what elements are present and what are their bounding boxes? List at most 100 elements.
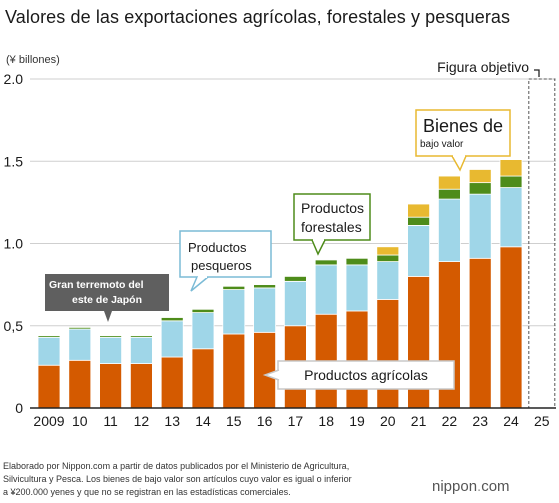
bar-segment-fishery <box>160 320 184 358</box>
source-note-line-3: a ¥200.000 yenes y que no se registran e… <box>3 487 291 497</box>
bar-segment-fishery <box>253 287 277 333</box>
y-tick-label: 1.5 <box>4 153 24 169</box>
bar-segment-forestry <box>345 257 369 266</box>
y-tick-label: 2.0 <box>4 71 24 87</box>
bar-segment-low-value <box>499 159 523 177</box>
x-tick-label: 20 <box>380 413 396 429</box>
earthquake-label-line-2: este de Japón <box>72 294 142 306</box>
low-value-label-line-2: bajo valor <box>420 139 464 150</box>
y-axis-unit-label: (¥ billones) <box>6 54 60 66</box>
brand-tld: com <box>481 478 510 495</box>
x-tick-label: 14 <box>195 413 211 429</box>
x-tick-label: 10 <box>72 413 88 429</box>
bar-segment-fishery <box>283 280 307 327</box>
bar-segment-low-value <box>407 203 431 218</box>
y-tick-label: 0 <box>15 400 23 416</box>
bar-segment-agricultural <box>99 363 122 409</box>
fishery-callout-pointer <box>190 276 209 292</box>
x-tick-label: 16 <box>257 413 273 429</box>
bar-segment-forestry <box>314 259 338 266</box>
bar-segment-forestry <box>68 326 92 330</box>
bar-segment-fishery <box>222 289 246 335</box>
bar-segment-forestry <box>468 182 492 195</box>
source-note-line-1: Elaborado por Nippon.com a partir de dat… <box>3 461 350 471</box>
nippon-com-logo[interactable]: nippon.com <box>432 478 510 495</box>
bar-segment-fishery <box>345 264 369 312</box>
x-tick-label: 19 <box>349 413 365 429</box>
bar-segment-forestry <box>37 335 61 338</box>
x-tick-label: 18 <box>318 413 334 429</box>
bar-segment-forestry <box>129 335 153 338</box>
bar-segment-forestry <box>376 254 400 262</box>
y-tick-label: 0,5 <box>4 318 24 334</box>
bar-segment-forestry <box>407 216 431 226</box>
x-tick-label: 22 <box>442 413 458 429</box>
bar-segment-forestry <box>222 285 246 290</box>
bar-segment-fishery <box>37 336 61 366</box>
bar-segment-agricultural <box>253 331 277 409</box>
bar-segment-forestry <box>191 308 215 313</box>
bar-segment-fishery <box>191 312 215 350</box>
bar-segment-forestry <box>253 284 277 289</box>
bar-segment-forestry <box>283 275 307 282</box>
fishery-label-line-2: pesqueros <box>191 258 252 273</box>
bar-segment-agricultural <box>160 356 184 409</box>
bar-segment-agricultural <box>345 310 369 409</box>
x-tick-label: 23 <box>472 413 488 429</box>
bar-segment-agricultural <box>191 348 215 409</box>
brand-name: nippon <box>432 478 478 495</box>
bar-segment-fishery <box>68 328 92 361</box>
x-tick-label: 2009 <box>33 413 64 429</box>
bar-segment-low-value <box>468 169 492 184</box>
bar-segment-fishery <box>99 336 122 364</box>
target-label: Figura objetivo <box>437 59 529 75</box>
bar-segment-agricultural <box>129 363 153 409</box>
bar-segment-fishery <box>314 264 338 315</box>
x-tick-label: 12 <box>134 413 150 429</box>
earthquake-label-line-1: Gran terremoto del <box>49 279 144 291</box>
forestry-callout-box <box>293 193 371 241</box>
x-tick-label: 13 <box>164 413 180 429</box>
bar-segment-forestry <box>99 335 122 338</box>
agricultural-callout-pointer <box>262 369 280 381</box>
bar-segment-forestry <box>160 317 184 322</box>
bar-segment-fishery <box>437 198 461 262</box>
bar-segment-fishery <box>468 193 492 259</box>
bar-segment-forestry <box>499 175 523 188</box>
bar-segment-agricultural <box>376 299 400 409</box>
forestry-label-line-1: Productos <box>301 200 364 216</box>
x-tick-label: 21 <box>411 413 427 429</box>
bar-segment-fishery <box>129 336 153 364</box>
bar-segment-agricultural <box>499 246 523 409</box>
x-tick-label: 25 <box>534 413 550 429</box>
low-value-callout-pointer <box>451 155 467 172</box>
low-value-label-line-1: Bienes de <box>423 116 503 136</box>
bar-segment-fishery <box>407 225 431 277</box>
agricultural-label: Productos agrícolas <box>304 367 428 383</box>
x-tick-label: 15 <box>226 413 242 429</box>
fishery-callout-box <box>179 230 272 278</box>
chart: (¥ billones) 0 0,5 1.0 1.5 2.0 Figura objetivo… <box>4 54 556 429</box>
bar-segment-fishery <box>499 187 523 248</box>
chart-title: Valores de las exportaciones agrícolas, … <box>5 7 511 27</box>
earthquake-callout-pointer <box>104 311 112 322</box>
source-note-line-2: Silvicultura y Pesca. Los bienes de bajo… <box>3 474 352 484</box>
earthquake-callout-box <box>45 274 169 311</box>
target-leader-line <box>534 69 540 77</box>
bar-segment-agricultural <box>37 364 61 409</box>
bar-segment-fishery <box>376 261 400 300</box>
x-tick-label: 17 <box>288 413 304 429</box>
brand-dot: . <box>477 478 482 495</box>
bar-segment-low-value <box>437 175 461 190</box>
bar-segment-agricultural <box>468 257 492 409</box>
forestry-label-line-2: forestales <box>301 219 362 235</box>
bar-segment-agricultural <box>68 359 92 409</box>
fishery-label-line-1: Productos <box>188 240 247 255</box>
bar-segment-low-value <box>376 246 400 256</box>
bar-segment-agricultural <box>222 333 246 409</box>
bar-segment-forestry <box>437 188 461 200</box>
forestry-callout-pointer <box>311 239 326 256</box>
x-tick-label: 11 <box>103 413 118 429</box>
x-tick-label: 24 <box>503 413 519 429</box>
y-tick-label: 1.0 <box>4 236 24 252</box>
